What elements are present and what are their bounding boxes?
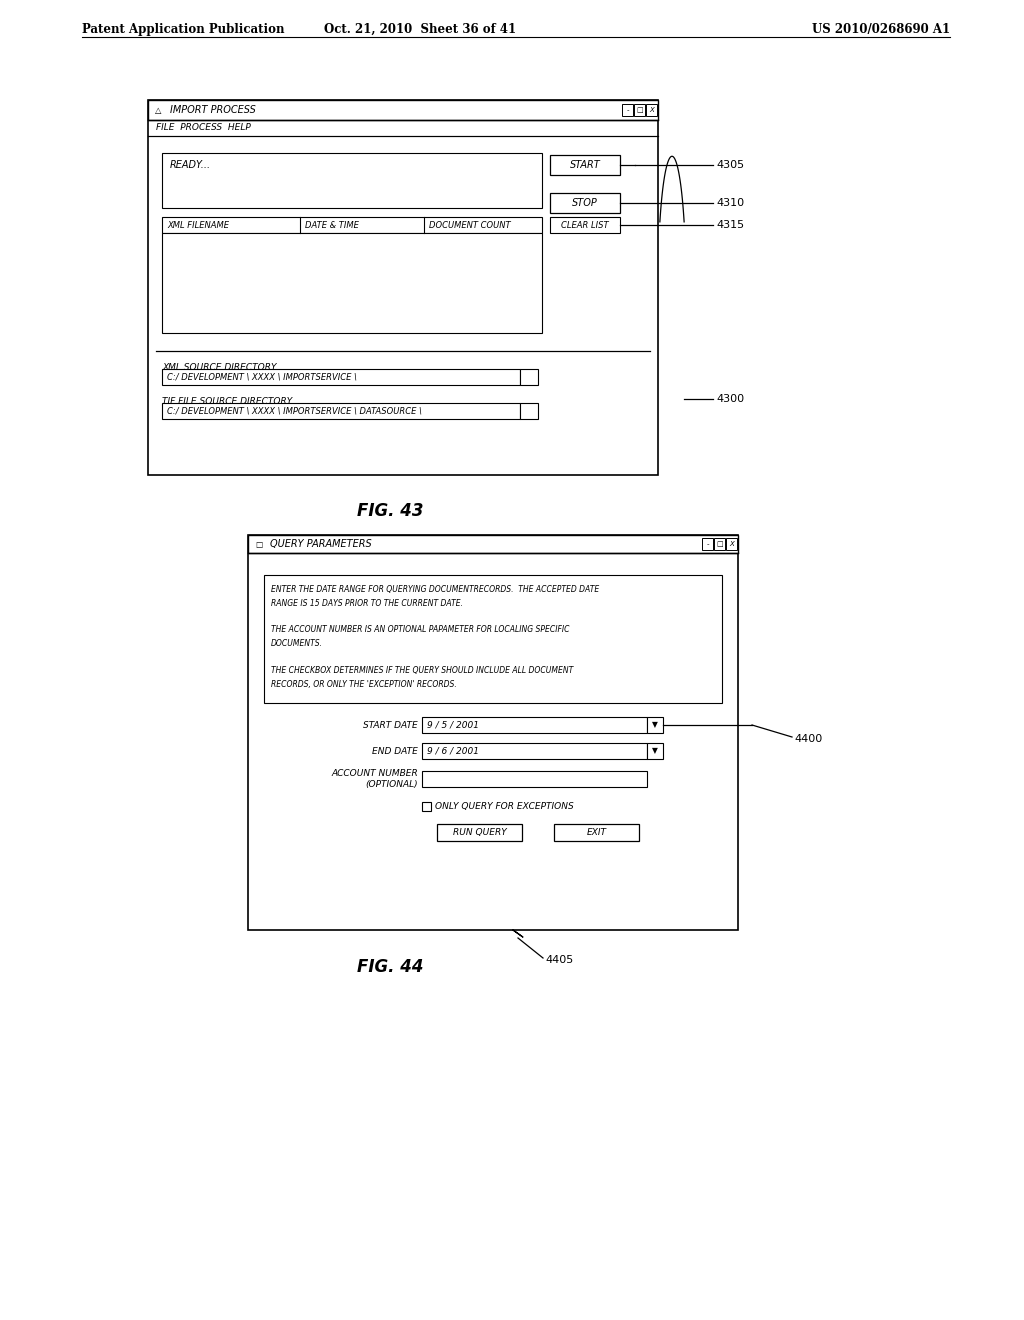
Bar bbox=[550, 154, 620, 176]
Bar bbox=[422, 803, 431, 810]
Bar bbox=[634, 104, 645, 116]
Bar bbox=[248, 535, 738, 931]
Text: 4305: 4305 bbox=[716, 160, 744, 170]
Bar bbox=[422, 743, 647, 759]
Text: ▼: ▼ bbox=[652, 721, 658, 730]
Text: 4400: 4400 bbox=[794, 734, 822, 744]
Bar bbox=[162, 403, 520, 418]
Text: 4315: 4315 bbox=[716, 220, 744, 230]
Text: ENTER THE DATE RANGE FOR QUERYING DOCUMENTRECORDS.  THE ACCEPTED DATE: ENTER THE DATE RANGE FOR QUERYING DOCUME… bbox=[271, 585, 599, 594]
Text: ▼: ▼ bbox=[652, 747, 658, 755]
Text: RECORDS, OR ONLY THE 'EXCEPTION' RECORDS.: RECORDS, OR ONLY THE 'EXCEPTION' RECORDS… bbox=[271, 680, 457, 689]
Text: DATE & TIME: DATE & TIME bbox=[305, 220, 358, 230]
Text: X: X bbox=[729, 541, 734, 546]
Bar bbox=[422, 717, 647, 733]
Text: XML FILENAME: XML FILENAME bbox=[167, 220, 229, 230]
Text: Oct. 21, 2010  Sheet 36 of 41: Oct. 21, 2010 Sheet 36 of 41 bbox=[324, 22, 516, 36]
Text: US 2010/0268690 A1: US 2010/0268690 A1 bbox=[812, 22, 950, 36]
Text: TIF FILE SOURCE DIRECTORY: TIF FILE SOURCE DIRECTORY bbox=[162, 396, 292, 405]
Text: READY...: READY... bbox=[170, 160, 211, 170]
Text: 9 / 5 / 2001: 9 / 5 / 2001 bbox=[427, 721, 479, 730]
Text: STOP: STOP bbox=[572, 198, 598, 209]
Bar bbox=[437, 824, 522, 841]
Bar bbox=[162, 234, 542, 333]
Text: 4310: 4310 bbox=[716, 198, 744, 209]
Text: CLEAR LIST: CLEAR LIST bbox=[561, 220, 609, 230]
Text: □: □ bbox=[716, 541, 723, 546]
Text: -: - bbox=[627, 107, 629, 114]
Text: RUN QUERY: RUN QUERY bbox=[453, 828, 507, 837]
Text: RANGE IS 15 DAYS PRIOR TO THE CURRENT DATE.: RANGE IS 15 DAYS PRIOR TO THE CURRENT DA… bbox=[271, 598, 463, 607]
Bar bbox=[148, 100, 658, 475]
Text: □: □ bbox=[255, 540, 262, 549]
Bar bbox=[702, 539, 713, 550]
Text: END DATE: END DATE bbox=[372, 747, 418, 755]
Text: FIG. 44: FIG. 44 bbox=[356, 958, 423, 975]
Text: X: X bbox=[649, 107, 654, 114]
Text: DOCUMENT COUNT: DOCUMENT COUNT bbox=[429, 220, 511, 230]
Bar bbox=[162, 153, 542, 209]
Text: ONLY QUERY FOR EXCEPTIONS: ONLY QUERY FOR EXCEPTIONS bbox=[435, 803, 573, 812]
Bar bbox=[520, 370, 538, 385]
Text: -: - bbox=[707, 541, 709, 546]
Text: IMPORT PROCESS: IMPORT PROCESS bbox=[170, 106, 256, 115]
Text: C:/ DEVELOPMENT \ XXXX \ IMPORTSERVICE \ DATASOURCE \: C:/ DEVELOPMENT \ XXXX \ IMPORTSERVICE \… bbox=[167, 407, 422, 416]
Bar bbox=[714, 539, 725, 550]
Text: START: START bbox=[569, 160, 600, 170]
Text: FIG. 43: FIG. 43 bbox=[356, 502, 423, 520]
Text: ACCOUNT NUMBER: ACCOUNT NUMBER bbox=[331, 770, 418, 779]
Text: THE CHECKBOX DETERMINES IF THE QUERY SHOULD INCLUDE ALL DOCUMENT: THE CHECKBOX DETERMINES IF THE QUERY SHO… bbox=[271, 667, 573, 675]
Bar bbox=[550, 193, 620, 213]
Text: START DATE: START DATE bbox=[364, 721, 418, 730]
Bar bbox=[647, 743, 663, 759]
Bar bbox=[646, 104, 657, 116]
Text: (OPTIONAL): (OPTIONAL) bbox=[366, 780, 418, 788]
Text: THE ACCOUNT NUMBER IS AN OPTIONAL PAPAMETER FOR LOCALING SPECIFIC: THE ACCOUNT NUMBER IS AN OPTIONAL PAPAME… bbox=[271, 626, 569, 635]
Text: DOCUMENTS.: DOCUMENTS. bbox=[271, 639, 323, 648]
Bar bbox=[520, 403, 538, 418]
Text: 9 / 6 / 2001: 9 / 6 / 2001 bbox=[427, 747, 479, 755]
Bar bbox=[248, 535, 738, 553]
Text: 4300: 4300 bbox=[716, 393, 744, 404]
Bar bbox=[162, 216, 542, 234]
Bar bbox=[162, 370, 520, 385]
Text: △: △ bbox=[155, 106, 162, 115]
Bar bbox=[422, 771, 647, 787]
Text: FILE  PROCESS  HELP: FILE PROCESS HELP bbox=[156, 124, 251, 132]
Bar bbox=[148, 100, 658, 120]
Text: EXIT: EXIT bbox=[587, 828, 606, 837]
Text: XML SOURCE DIRECTORY: XML SOURCE DIRECTORY bbox=[162, 363, 276, 371]
Text: C:/ DEVELOPMENT \ XXXX \ IMPORTSERVICE \: C:/ DEVELOPMENT \ XXXX \ IMPORTSERVICE \ bbox=[167, 372, 357, 381]
Bar bbox=[726, 539, 737, 550]
Bar bbox=[554, 824, 639, 841]
Bar bbox=[264, 576, 722, 704]
Text: QUERY PARAMETERS: QUERY PARAMETERS bbox=[270, 539, 372, 549]
Text: □: □ bbox=[636, 107, 643, 114]
Text: Patent Application Publication: Patent Application Publication bbox=[82, 22, 285, 36]
Bar bbox=[647, 717, 663, 733]
Bar bbox=[550, 216, 620, 234]
Text: 4405: 4405 bbox=[545, 954, 573, 965]
Bar bbox=[622, 104, 633, 116]
